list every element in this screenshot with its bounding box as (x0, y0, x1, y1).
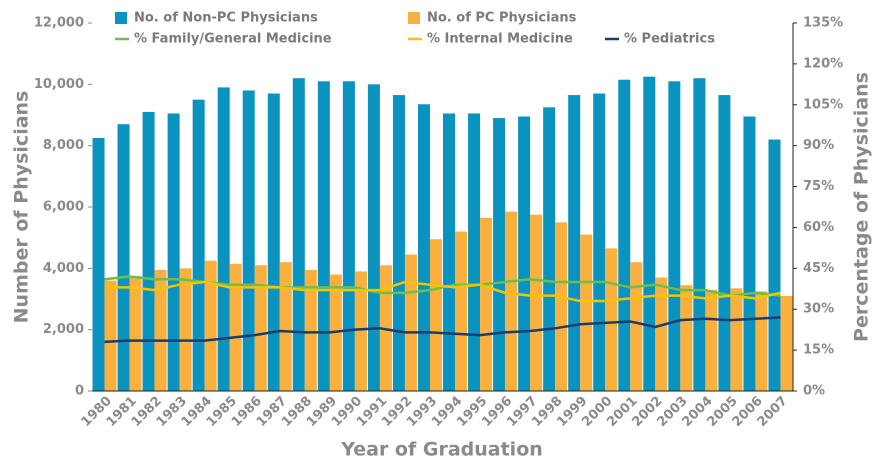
bar (518, 116, 531, 392)
y2-tick-label: 120% (803, 56, 843, 71)
bar (354, 271, 367, 391)
legend-label: % Internal Medicine (427, 32, 573, 47)
bar (104, 280, 117, 391)
bar (630, 262, 643, 391)
bar (367, 84, 380, 391)
bar (743, 116, 756, 392)
y-tick-label: 0 (75, 384, 84, 399)
y2-tick-label: 135% (803, 16, 843, 31)
bar (680, 285, 693, 391)
legend-swatch (115, 12, 127, 24)
bar (643, 76, 656, 392)
bar (443, 113, 456, 391)
y-tick-label: 12,000 (34, 16, 84, 31)
bar (117, 124, 130, 391)
bar (755, 291, 768, 391)
bar (192, 99, 205, 392)
y2-tick-label: 15% (803, 343, 834, 358)
bar (480, 217, 493, 391)
y2-tick-label: 45% (803, 261, 834, 276)
bar (179, 268, 192, 391)
bar (668, 81, 681, 392)
y-tick-label: 8,000 (43, 138, 84, 153)
y2-tick-label: 75% (803, 179, 834, 194)
y2-tick-label: 30% (803, 302, 834, 317)
bar (204, 260, 217, 391)
bar (605, 248, 618, 391)
bar (229, 263, 242, 391)
bar (404, 254, 417, 391)
bar (768, 139, 781, 391)
bar (468, 113, 481, 391)
bar (242, 90, 255, 391)
y-axis-title: Number of Physicians (11, 91, 33, 324)
bar (568, 95, 581, 392)
bar (780, 295, 793, 391)
bar (730, 288, 743, 391)
bar (718, 95, 731, 392)
legend-swatch (408, 12, 420, 24)
bar (217, 87, 230, 392)
line-series (104, 280, 781, 303)
bar (530, 214, 543, 391)
x-axis-title: Year of Graduation (340, 439, 543, 459)
bar (317, 81, 330, 392)
line-series (104, 275, 781, 297)
bar (493, 118, 506, 392)
bar (254, 265, 267, 391)
legend-label: No. of Non-PC Physicians (134, 11, 318, 26)
y-tick-label: 4,000 (43, 261, 84, 276)
line-series (104, 316, 781, 344)
bar (543, 107, 556, 391)
bar (655, 277, 668, 391)
bar (429, 239, 442, 391)
y2-axis-title: Percentage of Physicians (851, 72, 873, 342)
bar (142, 111, 155, 391)
bar (455, 231, 468, 391)
bar (705, 289, 718, 391)
y-tick-label: 2,000 (43, 322, 84, 337)
bar (693, 78, 706, 391)
legend-label: % Pediatrics (624, 32, 715, 47)
bar (392, 95, 405, 392)
bar (505, 211, 518, 391)
bar (593, 93, 606, 392)
bar (342, 81, 355, 392)
bar (304, 269, 317, 391)
bar (417, 104, 430, 392)
y2-tick-label: 0% (803, 384, 825, 399)
y2-tick-label: 105% (803, 97, 843, 112)
bar (129, 276, 142, 391)
y-tick-label: 10,000 (34, 77, 84, 92)
bar (618, 79, 631, 391)
legend-label: % Family/General Medicine (134, 32, 332, 47)
y-tick-label: 6,000 (43, 200, 84, 215)
legend-label: No. of PC Physicians (427, 11, 577, 26)
y2-tick-label: 90% (803, 138, 834, 153)
bar (267, 93, 280, 392)
legend: No. of Non-PC Physicians No. of PC Physic… (115, 11, 715, 47)
bar (292, 78, 305, 391)
bar (555, 222, 568, 391)
bar (279, 262, 292, 391)
y2-tick-label: 60% (803, 220, 834, 235)
bar (167, 113, 180, 391)
bar (92, 138, 105, 391)
bar (154, 269, 167, 391)
bar (580, 234, 593, 391)
